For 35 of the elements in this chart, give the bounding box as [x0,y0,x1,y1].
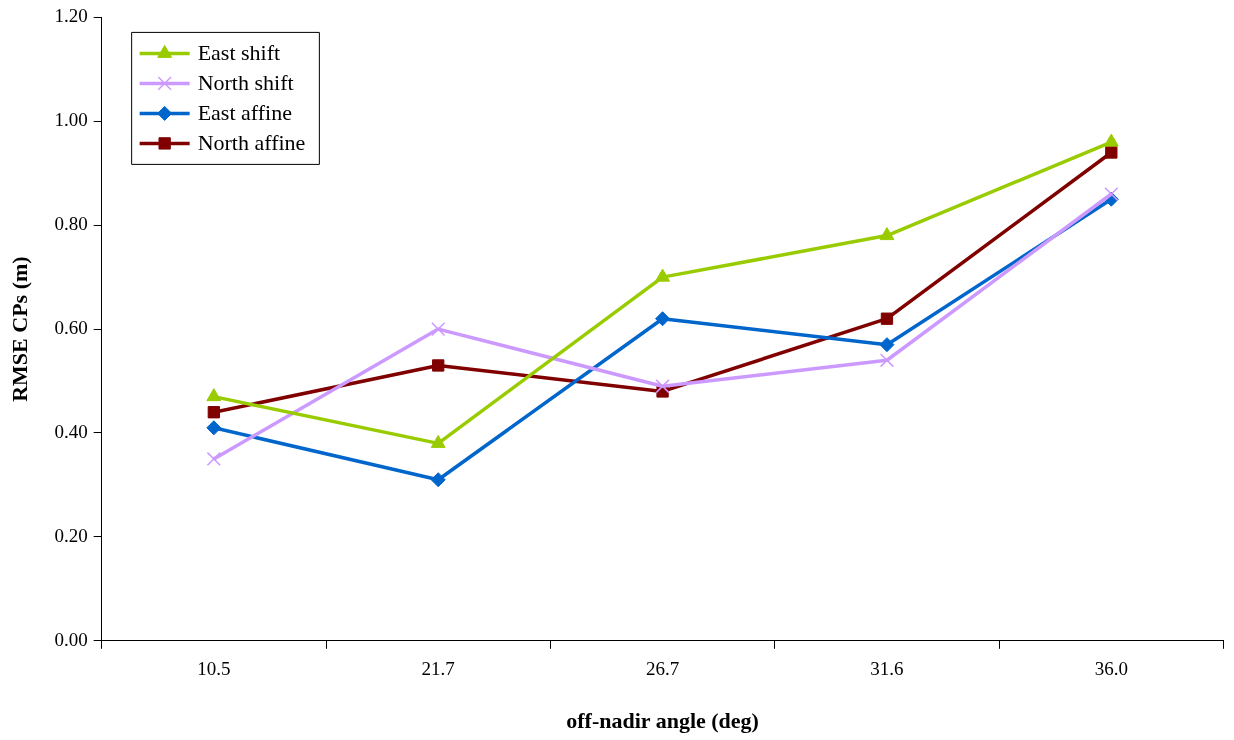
y-tick-label: 0.40 [54,420,88,442]
y-tick-label: 0.00 [54,628,88,650]
x-axis-title: off-nadir angle (deg) [566,708,759,734]
y-axis-title: RMSE CPs (m) [6,256,32,402]
point [879,353,895,368]
point [880,312,894,325]
y-tick-label: 1.00 [54,109,88,131]
y-tick-label: 0.80 [54,213,88,235]
y-tick-label: 0.20 [54,524,88,546]
legend-label: East affine [197,100,292,126]
point [655,268,670,282]
y-tick-label: 1.20 [54,5,88,27]
x-tick-label: 31.6 [870,658,904,680]
point [1103,133,1119,147]
point [655,379,670,394]
point [430,472,446,488]
point [879,337,895,353]
x-tick-label: 36.0 [1094,658,1128,680]
x-tick-label: 21.7 [421,658,455,680]
x-tick-label: 26.7 [645,658,680,680]
point [206,420,222,436]
point [206,388,222,402]
point [431,321,446,337]
y-tick-label: 0.60 [54,317,88,339]
point [655,311,671,327]
point [879,227,895,241]
x-tick-label: 10.5 [197,658,231,680]
point [432,359,445,372]
legend-label: North shift [197,70,294,96]
point [1104,186,1119,202]
legend-label: North affine [197,130,306,156]
legend-label: East shift [197,40,281,66]
point [207,406,220,419]
point [206,451,221,467]
point [1105,146,1118,159]
